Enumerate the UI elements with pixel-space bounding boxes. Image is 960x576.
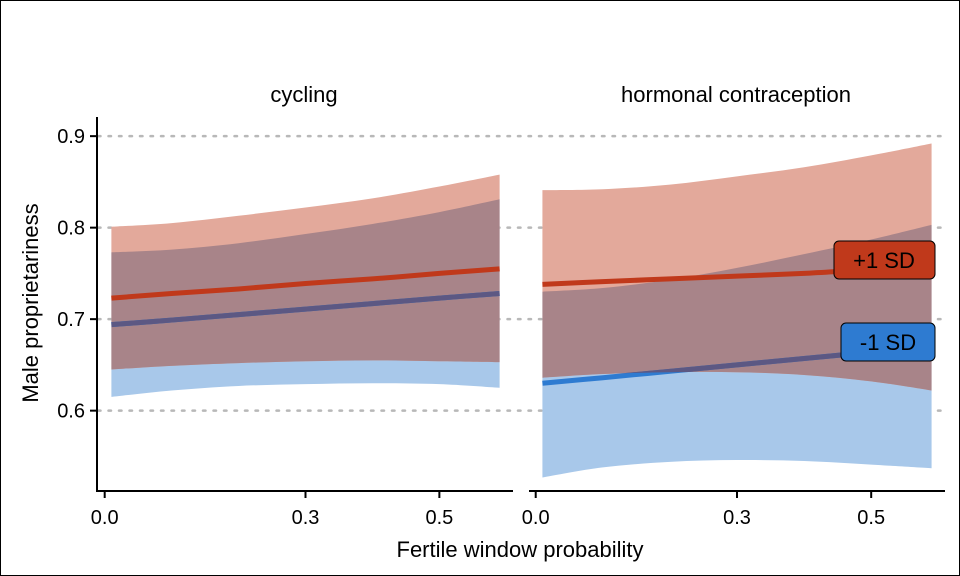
confidence-bands <box>111 143 932 478</box>
y-tick-label-0.9: 0.9 <box>57 126 85 148</box>
panel-title-hormonal-contraception: hormonal contraception <box>621 82 851 107</box>
minus-sd-label: -1 SD <box>860 330 916 355</box>
cycling-x-tick-label-0.3: 0.3 <box>292 507 320 529</box>
hormonal-contraception-x-tick-label-0.3: 0.3 <box>723 507 751 529</box>
panel-title-cycling: cycling <box>270 82 337 107</box>
plus-sd-label: +1 SD <box>853 248 915 273</box>
series-lines <box>111 265 932 386</box>
y-tick-label-0.7: 0.7 <box>57 309 85 331</box>
cycling-overlap-band <box>111 199 500 370</box>
cycling-minus-line-overlap <box>111 291 500 328</box>
y-axis-title: Male proprietariness <box>18 203 43 402</box>
series-labels: +1 SD -1 SD <box>833 240 936 362</box>
plus-sd-label-box <box>833 240 936 280</box>
cycling-x-tick-label-0.0: 0.0 <box>91 507 119 529</box>
y-tick-label-0.8: 0.8 <box>57 218 85 240</box>
minus-sd-label-box <box>840 322 936 362</box>
hormonal-contraception-x-tick-label-0.5: 0.5 <box>857 507 885 529</box>
cycling-plus-line <box>111 266 500 301</box>
hormonal-contraception-x-tick-label-0.0: 0.0 <box>522 507 550 529</box>
hormonal-contraception-overlap-band <box>542 224 932 391</box>
axes: 0.0 0.3 0.5 0.0 0.3 0.5 0.6 0.7 0.8 0.9 <box>57 117 945 529</box>
cycling-x-tick-label-0.5: 0.5 <box>425 507 453 529</box>
x-axis-title: Fertile window probability <box>397 537 644 562</box>
y-tick-label-0.6: 0.6 <box>57 401 85 423</box>
